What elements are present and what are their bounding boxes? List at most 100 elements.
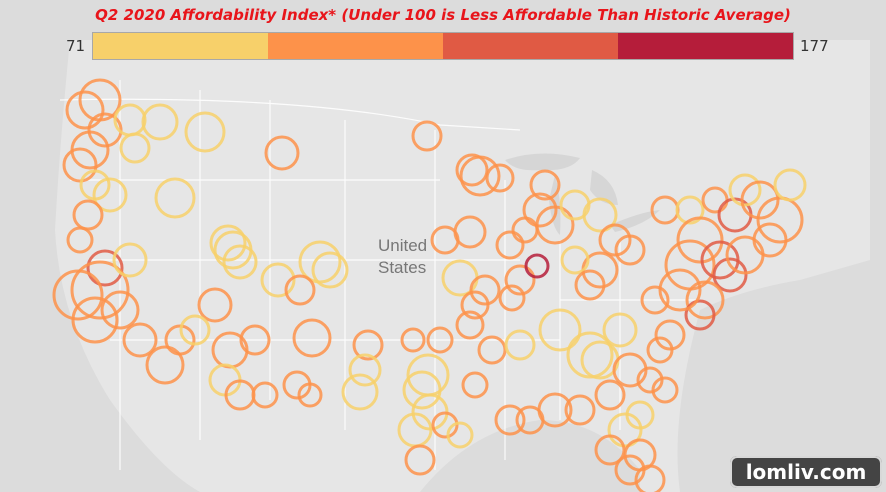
city-marker-circle[interactable] [52, 269, 104, 321]
city-marker-circle[interactable] [494, 404, 526, 436]
city-marker-circle[interactable] [66, 226, 94, 254]
city-marker-circle[interactable] [524, 253, 550, 279]
city-marker-circle[interactable] [446, 421, 474, 449]
city-marker-circle[interactable] [92, 177, 128, 213]
city-marker-circle[interactable] [426, 326, 454, 354]
city-marker-circle[interactable] [598, 223, 632, 257]
city-marker-circle[interactable] [511, 216, 539, 244]
city-marker-circle[interactable] [636, 366, 664, 394]
city-marker-circle[interactable] [498, 284, 526, 312]
city-marker-circle[interactable] [209, 224, 247, 262]
lake-huron [590, 170, 618, 205]
city-marker-circle[interactable] [145, 345, 185, 385]
city-marker-circle[interactable] [675, 195, 705, 225]
city-marker-circle[interactable] [311, 251, 349, 289]
city-marker-circle[interactable] [86, 249, 124, 287]
city-marker-circle[interactable] [239, 324, 271, 356]
city-marker-circle[interactable] [260, 262, 296, 298]
city-marker-circle[interactable] [264, 135, 300, 171]
city-marker-circle[interactable] [594, 379, 626, 411]
city-marker-circle[interactable] [477, 335, 507, 365]
city-marker-circle[interactable] [297, 382, 323, 408]
city-marker-circle[interactable] [469, 274, 501, 306]
city-marker-circle[interactable] [341, 373, 379, 411]
city-marker-circle[interactable] [594, 434, 626, 466]
city-marker-circle[interactable] [141, 103, 179, 141]
city-marker-circle[interactable] [453, 215, 487, 249]
color-legend: 71 177 [0, 32, 886, 62]
city-marker-circle[interactable] [740, 180, 780, 220]
city-marker-circle[interactable] [515, 405, 545, 435]
city-marker-circle[interactable] [504, 264, 536, 296]
city-marker-circle[interactable] [87, 112, 123, 148]
city-marker-circle[interactable] [725, 235, 765, 275]
city-marker-circle[interactable] [712, 257, 748, 293]
city-marker-circle[interactable] [640, 285, 670, 315]
city-marker-circle[interactable] [431, 411, 459, 439]
city-marker-circle[interactable] [184, 111, 226, 153]
city-marker-circle[interactable] [179, 314, 211, 346]
city-marker-circle[interactable] [566, 331, 614, 379]
city-marker-circle[interactable] [65, 90, 105, 130]
city-marker-circle[interactable] [582, 197, 618, 233]
city-marker-circle[interactable] [455, 310, 485, 340]
city-marker-circle[interactable] [614, 454, 646, 486]
legend-segment-2 [268, 33, 443, 59]
city-marker-circle[interactable] [522, 192, 558, 228]
city-marker-circle[interactable] [348, 353, 382, 387]
city-marker-circle[interactable] [504, 329, 536, 361]
city-marker-circle[interactable] [154, 177, 196, 219]
city-marker-circle[interactable] [607, 412, 643, 448]
city-marker-circle[interactable] [70, 260, 130, 320]
city-marker-circle[interactable] [284, 274, 316, 306]
city-marker-circle[interactable] [164, 324, 196, 356]
city-marker-circle[interactable] [112, 242, 148, 278]
city-marker-circle[interactable] [685, 280, 725, 320]
watermark-logo: lomliv.com [730, 456, 882, 488]
pacific-ocean [14, 40, 200, 492]
city-marker-circle[interactable] [676, 216, 724, 264]
city-marker-circle[interactable] [72, 199, 104, 231]
city-marker-circle[interactable] [222, 244, 258, 280]
city-marker-circle[interactable] [122, 322, 158, 358]
city-marker-circle[interactable] [634, 464, 666, 492]
city-marker-circle[interactable] [404, 444, 436, 476]
city-marker-circle[interactable] [651, 376, 679, 404]
city-marker-circle[interactable] [560, 245, 590, 275]
city-marker-circle[interactable] [251, 381, 279, 409]
city-marker-circle[interactable] [646, 336, 674, 364]
city-marker-circle[interactable] [400, 327, 426, 353]
city-marker-circle[interactable] [100, 290, 140, 330]
city-marker-circle[interactable] [455, 153, 489, 187]
city-marker-circle[interactable] [460, 290, 490, 320]
city-marker-circle[interactable] [485, 163, 515, 193]
city-marker-circle[interactable] [71, 296, 119, 344]
city-marker-circle[interactable] [529, 169, 561, 201]
city-marker-circle[interactable] [614, 234, 646, 266]
city-marker-circle[interactable] [352, 329, 384, 361]
city-marker-circle[interactable] [602, 312, 638, 348]
legend-color-bar [92, 32, 794, 60]
atlantic-ocean [677, 260, 870, 492]
city-marker-circle[interactable] [461, 371, 489, 399]
city-markers [52, 78, 807, 492]
city-marker-circle[interactable] [728, 173, 762, 207]
city-marker-circle[interactable] [684, 299, 716, 331]
city-marker-circle[interactable] [402, 370, 442, 410]
city-marker-circle[interactable] [411, 120, 443, 152]
legend-segment-4 [618, 33, 793, 59]
country-label-line2: States [378, 258, 426, 277]
city-marker-circle[interactable] [538, 308, 582, 352]
city-marker-circle[interactable] [658, 268, 702, 312]
city-marker-circle[interactable] [574, 269, 606, 301]
city-marker-circle[interactable] [564, 394, 596, 426]
city-marker-circle[interactable] [495, 230, 525, 260]
city-marker-circle[interactable] [292, 318, 332, 358]
city-marker-circle[interactable] [654, 319, 686, 351]
city-marker-circle[interactable] [773, 168, 807, 202]
legend-min-label: 71 [66, 37, 86, 55]
city-marker-circle[interactable] [197, 287, 233, 323]
city-marker-circle[interactable] [119, 132, 151, 164]
city-marker-circle[interactable] [62, 147, 98, 183]
